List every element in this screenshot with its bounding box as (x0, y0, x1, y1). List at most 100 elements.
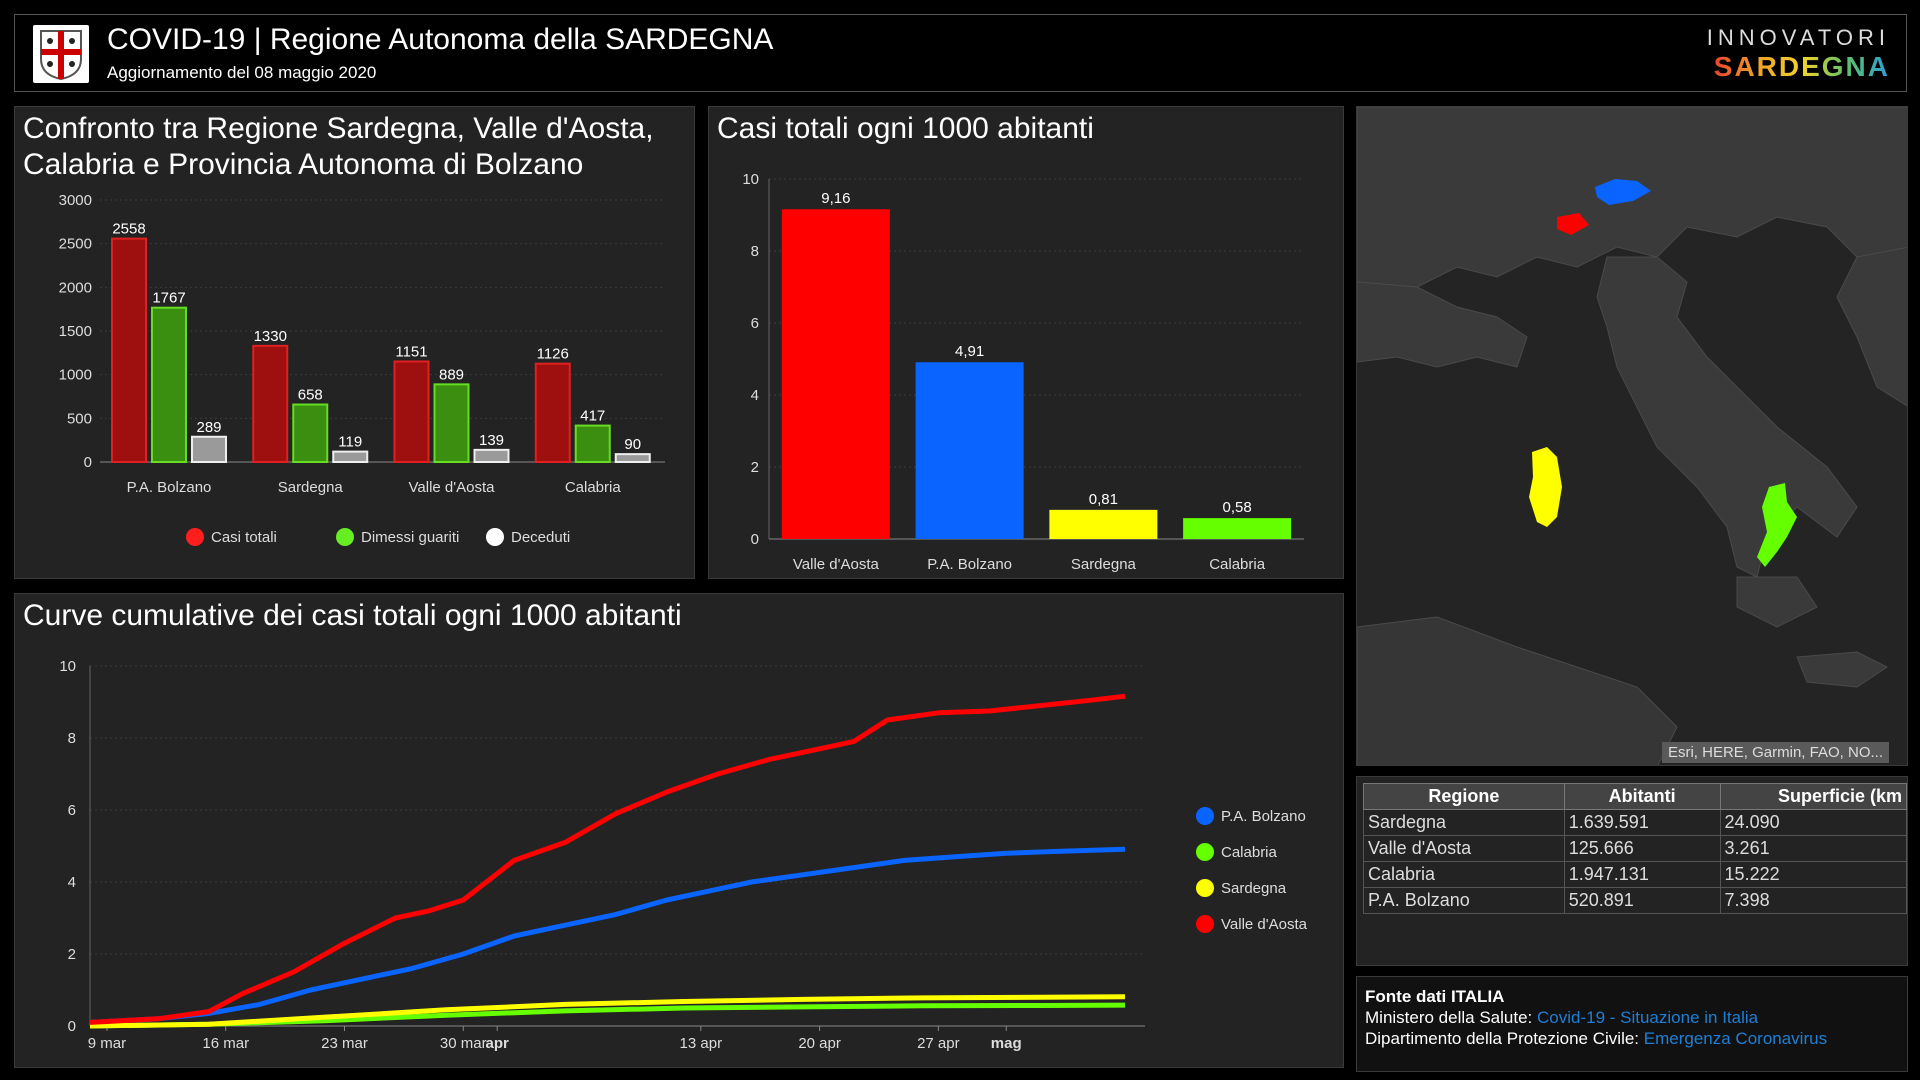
legend-marker (186, 528, 204, 546)
bar-value-label: 9,16 (821, 190, 850, 207)
y-tick-label: 2000 (59, 279, 92, 296)
map-canvas[interactable] (1357, 107, 1908, 766)
table-row[interactable]: Valle d'Aosta 125.666 3.261 (1363, 835, 1907, 862)
sardegna-region[interactable] (1529, 447, 1562, 527)
x-tick-label: Sardegna (278, 479, 344, 496)
bolzano-region[interactable] (1595, 179, 1651, 205)
bar-value-label: 0,58 (1223, 499, 1252, 516)
map-attribution[interactable]: Esri, HERE, Garmin, FAO, NO... (1661, 742, 1889, 763)
bar-value-label: 2558 (112, 221, 145, 238)
source-ministero-link[interactable]: Covid-19 - Situazione in Italia (1537, 1008, 1759, 1027)
y-tick-label: 2 (68, 946, 76, 963)
bar-casi-totali[interactable] (252, 344, 289, 463)
bar-value-label: 139 (479, 432, 504, 449)
bar-dimessi-guariti[interactable] (292, 403, 329, 463)
x-tick-label: Calabria (1209, 556, 1266, 573)
bar-deceduti[interactable] (614, 453, 651, 464)
bar-casi-totali[interactable] (534, 362, 571, 464)
bar-dimessi-guariti[interactable] (574, 424, 611, 463)
line-series-sardegna[interactable] (89, 994, 1126, 1029)
y-tick-label: 0 (84, 454, 92, 471)
bar-p-a--bolzano[interactable] (915, 362, 1024, 539)
bar-dimessi-guariti[interactable] (151, 306, 187, 463)
bar-deceduti[interactable] (473, 448, 510, 463)
bar-value-label: 1767 (152, 290, 185, 307)
header-bar: COVID-19 | Regione Autonoma della SARDEG… (14, 14, 1907, 92)
table-cell-superficie: 3.261 (1719, 835, 1907, 862)
bar-value-label: 658 (298, 387, 323, 404)
y-tick-label: 4 (68, 874, 76, 891)
sardinia-coat-of-arms-logo (33, 25, 89, 83)
table-header-superficie[interactable]: Superficie (km (1719, 783, 1907, 810)
per1000-chart-title: Casi totali ogni 1000 abitanti (717, 112, 1094, 145)
legend-item[interactable]: P.A. Bolzano (1221, 808, 1306, 825)
x-tick-label: 20 apr (798, 1035, 841, 1052)
bar-casi-totali[interactable] (111, 237, 147, 463)
bar-sardegna[interactable] (1049, 509, 1158, 539)
bar-valle-d-aosta[interactable] (781, 209, 890, 540)
x-tick-label: apr (486, 1035, 510, 1052)
calabria-region[interactable] (1757, 483, 1797, 567)
legend-marker (1196, 915, 1214, 933)
bar-deceduti[interactable] (332, 450, 369, 463)
legend-marker (336, 528, 354, 546)
source-ministero-label: Ministero della Salute: (1365, 1008, 1533, 1027)
table-row[interactable]: Calabria 1.947.131 15.222 (1363, 861, 1907, 888)
table-cell-regione: Sardegna (1363, 809, 1565, 836)
valle-daosta-region[interactable] (1557, 213, 1589, 235)
x-tick-label: P.A. Bolzano (127, 479, 212, 496)
bar-value-label: 90 (624, 436, 641, 453)
bar-value-label: 417 (580, 408, 605, 425)
bar-dimessi-guariti[interactable] (433, 383, 470, 464)
y-tick-label: 10 (742, 171, 759, 188)
table-cell-regione: Valle d'Aosta (1363, 835, 1565, 862)
x-tick-label: 23 mar (321, 1035, 368, 1052)
per1000-bar-chart: 0 2 4 6 8 10 9,16 Valle d'Aosta 4,91 P.A. Bolzano… (742, 171, 1304, 573)
line-series-valle-d-aosta[interactable] (89, 693, 1126, 1025)
bar-value-label: 1151 (395, 343, 427, 360)
page-title: COVID-19 | Regione Autonoma della SARDEG… (107, 23, 774, 56)
legend-item[interactable]: Valle d'Aosta (1221, 916, 1308, 933)
comparison-chart-panel: Confronto tra Regione Sardegna, Valle d'… (14, 106, 695, 579)
data-source-panel: Fonte dati ITALIA Ministero della Salute… (1356, 976, 1908, 1072)
comparison-bar-chart: 0 500 1000 1500 2000 2500 3000 2558 1767 289 P.A. … (59, 192, 665, 546)
y-tick-label: 6 (68, 802, 76, 819)
table-header-abitanti[interactable]: Abitanti (1563, 783, 1721, 810)
update-date: Aggiornamento del 08 maggio 2020 (107, 63, 377, 82)
x-tick-label: 30 mar (440, 1035, 487, 1052)
bar-casi-totali[interactable] (393, 360, 430, 464)
italy-map[interactable]: Esri, HERE, Garmin, FAO, NO... (1356, 106, 1908, 766)
y-tick-label: 8 (68, 730, 76, 747)
curves-chart-title: Curve cumulative dei casi totali ogni 10… (23, 599, 682, 632)
population-table-panel: Regione Abitanti Superficie (km Sardegna… (1356, 776, 1908, 966)
legend-marker (1196, 807, 1214, 825)
source-protezione-label: Dipartimento della Protezione Civile: (1365, 1029, 1640, 1048)
x-tick-label: Calabria (565, 479, 622, 496)
legend-item[interactable]: Casi totali (211, 529, 277, 546)
legend-item[interactable]: Deceduti (511, 529, 570, 546)
table-cell-abitanti: 520.891 (1563, 887, 1721, 914)
table-row[interactable]: Sardegna 1.639.591 24.090 (1363, 809, 1907, 836)
y-tick-label: 3000 (59, 192, 92, 209)
bar-deceduti[interactable] (191, 435, 227, 464)
y-tick-label: 4 (751, 387, 759, 404)
bar-value-label: 4,91 (955, 343, 984, 360)
y-tick-label: 2500 (59, 236, 92, 253)
table-row[interactable]: P.A. Bolzano 520.891 7.398 (1363, 887, 1907, 914)
legend-item[interactable]: Sardegna (1221, 880, 1287, 897)
legend-item[interactable]: Calabria (1221, 844, 1278, 861)
x-tick-label: 27 apr (917, 1035, 960, 1052)
bar-value-label: 1330 (254, 328, 287, 345)
x-tick-label: P.A. Bolzano (927, 556, 1012, 573)
table-header-regione[interactable]: Regione (1363, 783, 1565, 810)
y-tick-label: 0 (68, 1018, 76, 1035)
legend-item[interactable]: Dimessi guariti (361, 529, 459, 546)
y-tick-label: 8 (751, 243, 759, 260)
bar-calabria[interactable] (1183, 518, 1292, 539)
table-cell-superficie: 7.398 (1719, 887, 1907, 914)
source-protezione-link[interactable]: Emergenza Coronavirus (1643, 1029, 1828, 1048)
x-tick-label: mag (991, 1035, 1022, 1052)
bar-value-label: 0,81 (1089, 491, 1118, 508)
line-series-p-a--bolzano[interactable] (89, 846, 1126, 1025)
